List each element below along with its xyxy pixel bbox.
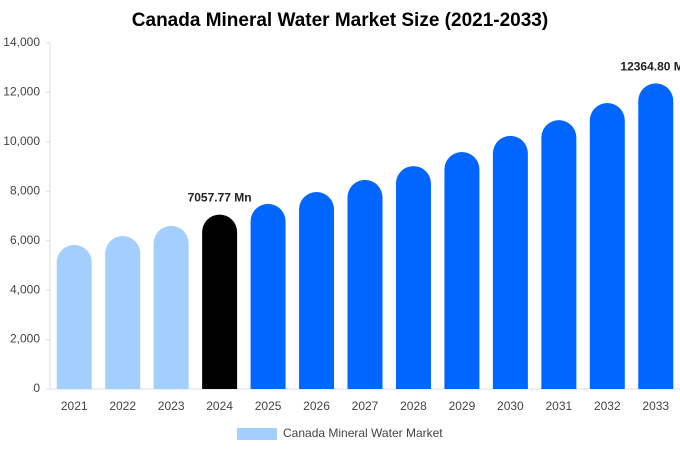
x-tick-label: 2029: [449, 399, 476, 413]
bar: [202, 214, 238, 389]
x-tick-label: 2024: [206, 399, 233, 413]
legend-swatch: [237, 428, 277, 440]
x-tick-label: 2031: [545, 399, 572, 413]
bar: [444, 151, 480, 389]
y-tick-label: 4,000: [10, 282, 40, 296]
x-tick-label: 2022: [109, 399, 136, 413]
x-tick-label: 2032: [594, 399, 621, 413]
bar: [250, 203, 286, 389]
y-tick-label: 2,000: [10, 332, 40, 346]
y-tick-label: 10,000: [3, 134, 40, 148]
bar: [395, 166, 431, 389]
bar: [105, 236, 141, 389]
bar: [299, 192, 335, 389]
bar: [638, 83, 674, 389]
bar: [347, 179, 383, 389]
y-tick-label: 12,000: [3, 85, 40, 99]
x-tick-label: 2027: [352, 399, 379, 413]
x-tick-label: 2023: [158, 399, 185, 413]
bar: [541, 120, 577, 390]
x-tick-label: 2030: [497, 399, 524, 413]
bar: [589, 103, 625, 389]
legend-label: Canada Mineral Water Market: [283, 426, 443, 440]
bar: [56, 244, 92, 389]
y-tick-label: 8,000: [10, 183, 40, 197]
x-tick-label: 2026: [303, 399, 330, 413]
value-label: 12364.80 Mn: [620, 60, 680, 74]
bar: [153, 225, 189, 389]
x-tick-label: 2033: [642, 399, 669, 413]
x-tick-label: 2028: [400, 399, 427, 413]
y-tick-label: 14,000: [3, 35, 40, 49]
y-tick-label: 0: [33, 381, 40, 395]
value-label: 7057.77 Mn: [188, 191, 252, 205]
x-tick-label: 2025: [255, 399, 282, 413]
bar: [492, 135, 528, 389]
y-tick-label: 6,000: [10, 233, 40, 247]
chart-title: Canada Mineral Water Market Size (2021-2…: [132, 10, 548, 31]
x-tick-label: 2021: [61, 399, 88, 413]
